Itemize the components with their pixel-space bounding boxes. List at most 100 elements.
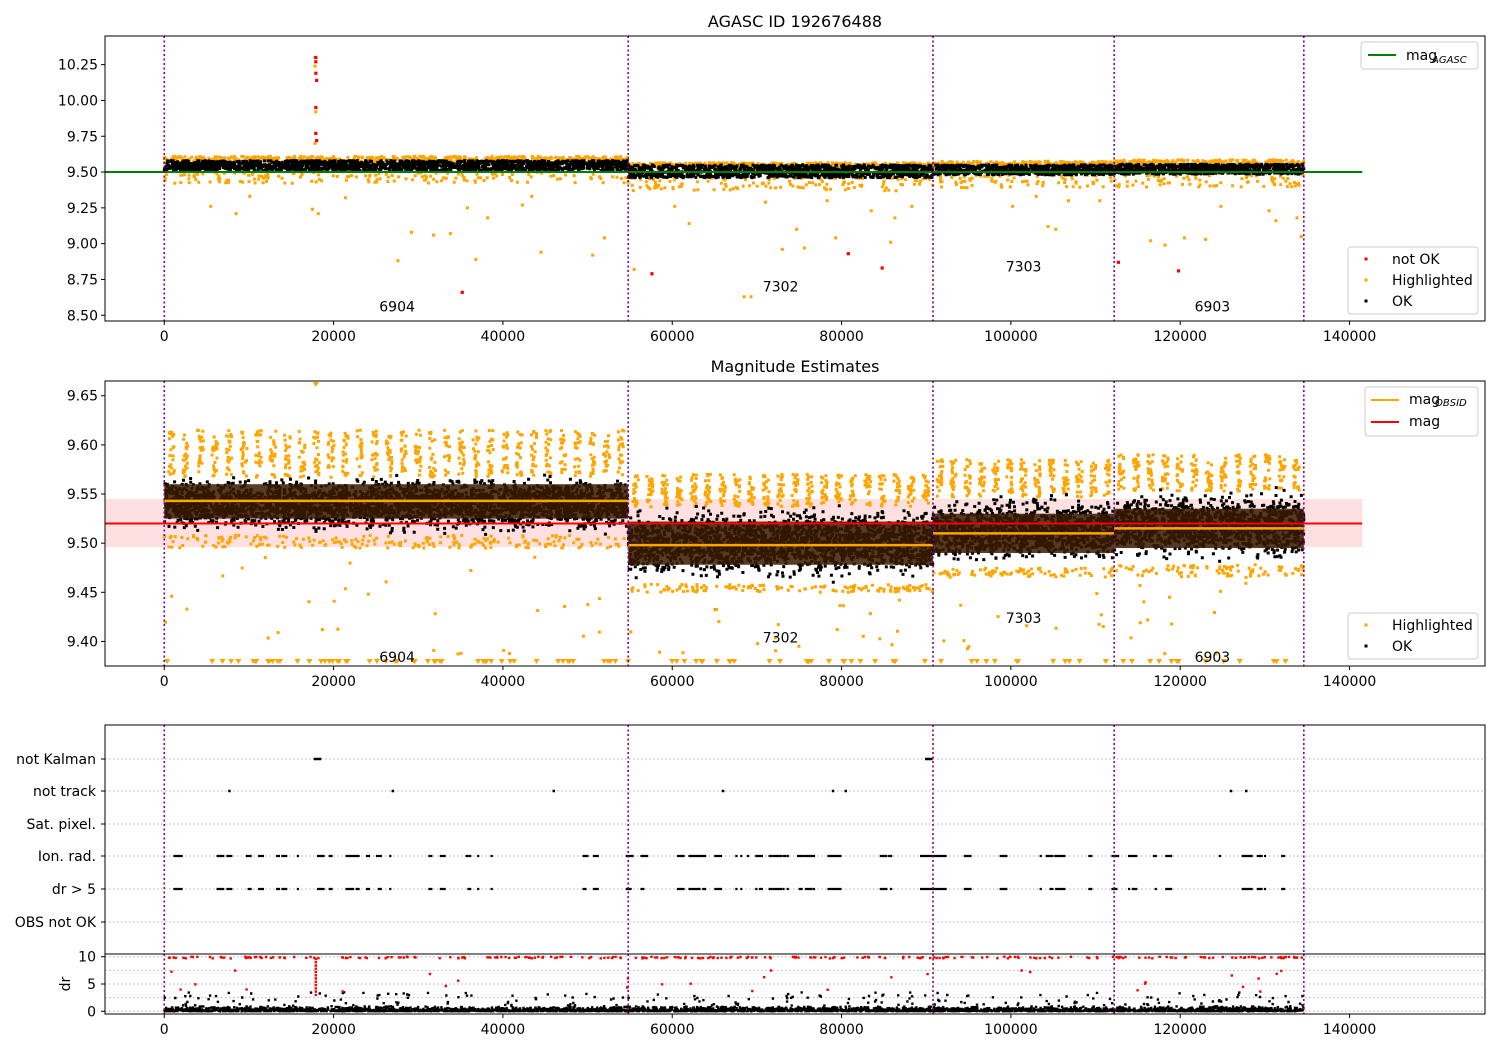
flag-row-label-4: dr > 5 [52,882,96,898]
dr-ytick-label-1: 5 [87,977,96,993]
panel2-legend-label-0: Highlighted [1392,618,1473,634]
panel2-obsid-band-1 [628,521,933,565]
panel1-title: AGASC ID 192676488 [708,12,882,31]
panel1-not-ok-point-10 [880,266,884,270]
panel1-ytick-label-6: 10.00 [58,93,98,109]
chart_data.1-xtick-label-6: 120000 [1153,674,1206,690]
panel2-legend-mag-sub-0: OBSID [1435,398,1467,409]
panel2-legend-mag-label-0: mag [1409,392,1440,408]
panel2-ytick-label-2: 9.50 [67,536,98,552]
panel1-not-ok-point-11 [1116,260,1121,264]
panel1-legend-label-0: not OK [1392,252,1440,268]
chart_data.1-xtick-label-7: 140000 [1323,674,1376,690]
panel1-legend-mag-label: mag [1406,48,1437,64]
panel2-highlighted-points-2 [932,458,1114,651]
panel1-legend-label-1: Highlighted [1392,273,1473,289]
panel1-not-ok-point-9 [846,252,850,256]
dr-ylabel: dr [58,976,74,991]
panel-dr: 0 5 10 dr 0 20000 40000 60000 80000 100000 120000 1… [58,950,1486,1038]
panel2-plot-area: 6904 7302 7303 6903 [105,381,1363,666]
panel2-above-range-marker [312,382,319,387]
panel2-obsid-label-2: 7303 [1006,611,1042,627]
panel1-not-ok-point-4 [314,106,318,110]
panel1-plot-area: 6904 7302 7303 6903 [105,36,1363,321]
panel1-legend-mag-box [1360,41,1479,70]
dr-xtick-label-3: 60000 [650,1022,695,1038]
panel1-frame [104,35,1486,322]
panel1-ytick-label-3: 9.25 [67,201,98,217]
dr-ytick-label-2: 10 [78,950,96,966]
dr-xtick-label-1: 20000 [311,1022,356,1038]
panel1-not-ok-point-1 [314,60,318,64]
chart_data.0-xtick-label-6: 120000 [1153,329,1206,345]
panel2-ytick-label-4: 9.60 [67,438,98,454]
flag-row-label-1: not track [33,784,97,800]
panel1-obsid-label-0: 6904 [379,300,415,316]
panel1-obsid-label-1: 7302 [763,280,799,296]
panel2-legend-marker-1 [1364,644,1368,648]
panel1-legend-mag-sub: AGASC [1431,55,1467,66]
panel1-ytick-label-7: 10.25 [58,58,98,74]
panel1-ytick-label-1: 8.75 [67,272,98,288]
dr-xtick-label-6: 120000 [1153,1022,1206,1038]
chart_data.1-xtick-label-4: 80000 [819,674,864,690]
panel2-highlighted-points-3 [1114,453,1305,656]
panel2-obsid-label-0: 6904 [379,650,415,666]
dr-flagged-points [167,955,1303,997]
panel1-ytick-label-2: 9.00 [67,237,98,253]
flag-row-label-3: Ion. rad. [38,849,96,865]
panel1-not-ok-point-12 [1176,269,1181,273]
panel2-legend-points: Highlighted OK [1347,612,1479,660]
panel2-ytick-label-3: 9.55 [67,487,98,503]
panel1-not-ok-point-5 [314,131,318,135]
flag-ion-rad-marks [173,854,1286,858]
chart_data.0-xtick-label-2: 40000 [481,329,526,345]
panel1-ok-points [162,159,1306,180]
panel-flags: not Kalman not track Sat. pixel. Ion. rad. d… [15,724,1486,955]
panel1-ytick-label-0: 8.50 [67,308,98,324]
panel2-ytick-label-5: 9.65 [67,389,98,405]
panel2-legend-marker-0 [1364,623,1368,627]
panel1-ytick-label-5: 9.75 [67,129,98,145]
flag-dr5-marks [173,887,1286,891]
panel1-obsid-label-2: 7303 [1006,260,1042,276]
chart_data.1-xtick-label-3: 60000 [650,674,695,690]
panel1-legend-marker-2 [1364,299,1368,303]
panel1-legend-points: not OK Highlighted OK [1347,246,1479,315]
panel1-legend-points-box [1347,246,1479,315]
panel2-legend-label-1: OK [1392,639,1413,655]
panel2-ytick-label-1: 9.45 [67,585,98,601]
panel1-not-ok-point-6 [315,138,319,143]
panel1-legend-marker-1 [1364,278,1368,282]
panel2-frame [104,380,1486,667]
dr-xtick-label-5: 100000 [984,1022,1037,1038]
panel1-not-ok-point-7 [460,290,464,294]
panel1-not-ok-point-0 [314,55,318,60]
chart_data.0-xtick-label-5: 100000 [984,329,1037,345]
dr-xtick-label-4: 80000 [819,1022,864,1038]
panel2-legend-mag-label-1: mag [1409,414,1440,430]
chart_data.0-xtick-label-4: 80000 [819,329,864,345]
chart_data.0-xtick-label-7: 140000 [1323,329,1376,345]
panel1-not-ok-point-3 [315,78,319,82]
chart_data.1-xtick-label-2: 40000 [481,674,526,690]
panel2-obsid-label-1: 7302 [763,631,799,647]
panel1-not-ok-point-8 [650,272,654,276]
chart_data.0-xtick-label-1: 20000 [311,329,356,345]
panel1-legend-marker-0 [1364,257,1368,261]
panel1-not-ok-point-2 [314,71,318,75]
panel2-obsid-label-3: 6903 [1195,650,1231,666]
flag-row-label-0: not Kalman [16,752,96,768]
panel1-legend-label-2: OK [1392,294,1413,310]
panel-agasc: AGASC ID 192676488 6904 7302 7303 6903 0 20000… [58,12,1486,345]
panel1-obsid-label-3: 6903 [1195,300,1231,316]
flag-not-kalman-marks [313,757,933,761]
flag-row-label-2: Sat. pixel. [27,817,96,833]
panel2-legend-points-box [1347,612,1479,660]
chart_data.0-xtick-label-0: 0 [160,329,169,345]
chart_data.1-xtick-label-5: 100000 [984,674,1037,690]
panel1-ytick-label-4: 9.50 [67,165,98,181]
